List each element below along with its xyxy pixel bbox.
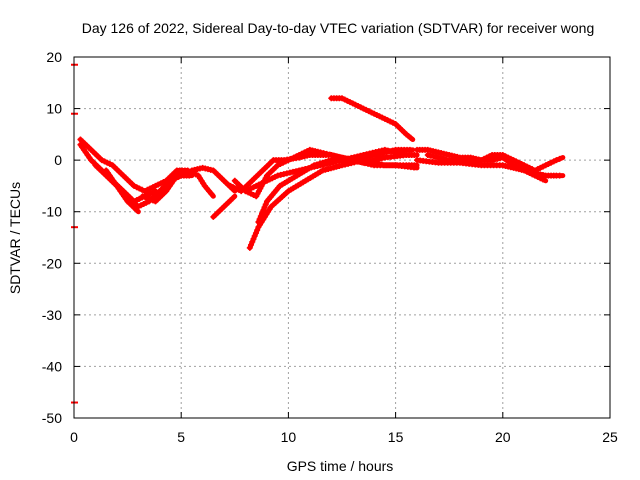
x-tick-label: 25 [602,429,618,445]
data-point [553,157,560,164]
y-tick-label: -40 [42,358,62,374]
y-tick-label: -50 [42,410,62,426]
data-point [319,159,326,166]
y-tick-label: -20 [42,255,62,271]
data-point [540,176,546,183]
data-point [254,227,261,234]
series-track-f [188,164,238,194]
y-tick-label: 0 [54,152,62,168]
data-point [260,207,267,214]
y-tick-label: -30 [42,307,62,323]
data-point [261,204,268,211]
x-tick-label: 0 [70,429,78,445]
chart-title: Day 126 of 2022, Sidereal Day-to-day VTE… [82,20,595,36]
data-point [556,172,563,179]
y-axis-label: SDTVAR / TECUs [7,182,23,294]
series-track-l [255,157,420,226]
data-point [252,230,259,237]
data-point [255,219,262,226]
axis-ticks: 0 5 10 15 20 25 20 10 0 -10 -20 -30 -40 -50 [42,49,618,445]
plot-frame [73,56,611,419]
grid-lines [74,57,610,418]
x-axis-label: GPS time / hours [287,458,394,474]
data-point [251,233,258,240]
data-series [71,63,566,404]
x-tick-label: 10 [281,429,297,445]
series-track-p [424,151,549,184]
x-tick-label: 20 [495,429,511,445]
x-tick-label: 15 [388,429,404,445]
y-tick-label: 20 [46,49,62,65]
data-point [246,244,253,251]
data-point [229,195,236,202]
data-point [316,160,323,167]
data-point [208,190,215,197]
data-point [322,158,329,165]
x-tick-label: 5 [177,429,185,445]
data-point [410,164,417,171]
data-point [407,134,414,141]
series-line [328,95,416,143]
series-track-m [328,95,416,143]
series-track-e [139,167,191,205]
data-point [325,158,332,165]
y-tick-label: -10 [42,204,62,220]
data-point [406,146,413,153]
data-point [262,201,269,208]
data-point [249,238,256,245]
data-point [186,172,193,179]
data-point [257,213,264,220]
data-point [133,206,140,213]
series-track-d [103,167,141,215]
data-point [256,216,263,223]
data-point [259,210,266,217]
data-point [411,151,418,158]
data-point [556,155,563,162]
data-point [181,168,188,175]
data-point [250,235,257,242]
series-line [255,157,420,225]
data-point [313,161,320,168]
series-track-g [210,193,238,220]
y-tick-label: 10 [46,101,62,117]
data-point [311,162,318,169]
data-point [248,241,255,248]
series-track-i [231,146,420,200]
